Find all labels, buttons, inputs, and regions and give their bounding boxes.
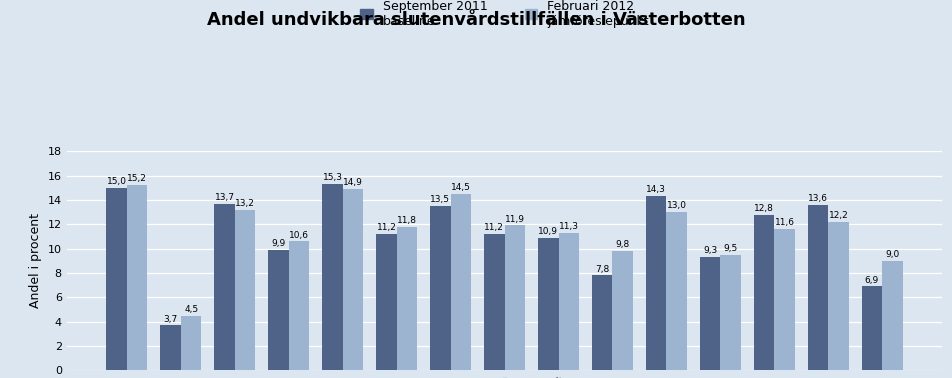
Text: Andel undvikbara slutenvårdstillfällen i Västerbotten: Andel undvikbara slutenvårdstillfällen i… — [207, 11, 745, 29]
Bar — [268, 250, 288, 370]
Bar — [612, 251, 633, 370]
Bar — [484, 234, 505, 370]
Bar — [430, 206, 450, 370]
Bar — [828, 222, 849, 370]
Text: 7,8: 7,8 — [595, 265, 609, 274]
Bar — [883, 261, 902, 370]
Text: 15,3: 15,3 — [323, 173, 343, 182]
Bar — [721, 255, 741, 370]
Text: 13,2: 13,2 — [235, 199, 255, 208]
Bar — [397, 227, 417, 370]
Bar — [505, 226, 526, 370]
Bar — [592, 276, 612, 370]
Bar — [807, 205, 828, 370]
Text: 13,6: 13,6 — [808, 194, 828, 203]
Text: 14,5: 14,5 — [451, 183, 471, 192]
Text: 14,9: 14,9 — [343, 178, 363, 187]
Text: 11,9: 11,9 — [505, 215, 525, 224]
Text: 4,5: 4,5 — [184, 305, 198, 314]
Bar — [181, 316, 202, 370]
Text: 9,8: 9,8 — [616, 240, 630, 249]
Text: 15,2: 15,2 — [128, 175, 148, 183]
Bar — [343, 189, 364, 370]
Bar — [322, 184, 343, 370]
Bar — [666, 212, 687, 370]
Text: 3,7: 3,7 — [164, 314, 178, 324]
Text: 9,9: 9,9 — [271, 239, 286, 248]
Text: 12,2: 12,2 — [828, 211, 848, 220]
Bar — [538, 238, 559, 370]
Bar — [774, 229, 795, 370]
Bar — [214, 204, 235, 370]
Text: 11,3: 11,3 — [559, 222, 579, 231]
Text: 9,5: 9,5 — [724, 244, 738, 253]
Bar — [559, 233, 579, 370]
Text: 13,7: 13,7 — [214, 193, 234, 202]
Bar — [235, 210, 255, 370]
Text: 6,9: 6,9 — [864, 276, 879, 285]
Bar — [700, 257, 721, 370]
Text: 14,3: 14,3 — [646, 186, 666, 194]
Text: 11,6: 11,6 — [775, 218, 795, 227]
Text: 11,8: 11,8 — [397, 216, 417, 225]
Bar — [376, 234, 397, 370]
Text: 10,6: 10,6 — [289, 231, 309, 240]
Text: 13,0: 13,0 — [666, 201, 686, 210]
Text: 9,3: 9,3 — [703, 246, 717, 256]
Y-axis label: Andel i procent: Andel i procent — [30, 213, 42, 308]
Text: 9,0: 9,0 — [885, 250, 900, 259]
Bar — [450, 194, 471, 370]
Text: 10,9: 10,9 — [538, 227, 558, 236]
Bar — [862, 287, 883, 370]
Text: 12,8: 12,8 — [754, 204, 774, 213]
Text: 15,0: 15,0 — [107, 177, 127, 186]
Bar — [107, 188, 127, 370]
Bar — [160, 325, 181, 370]
Legend: September 2011
baseline, Februari 2012
jämföreslepunkt: September 2011 baseline, Februari 2012 j… — [360, 0, 649, 28]
Bar — [127, 185, 148, 370]
Bar — [645, 196, 666, 370]
Text: 13,5: 13,5 — [430, 195, 450, 204]
Text: 11,2: 11,2 — [485, 223, 505, 232]
Text: 11,2: 11,2 — [376, 223, 396, 232]
Bar — [288, 241, 309, 370]
Bar — [754, 215, 774, 370]
